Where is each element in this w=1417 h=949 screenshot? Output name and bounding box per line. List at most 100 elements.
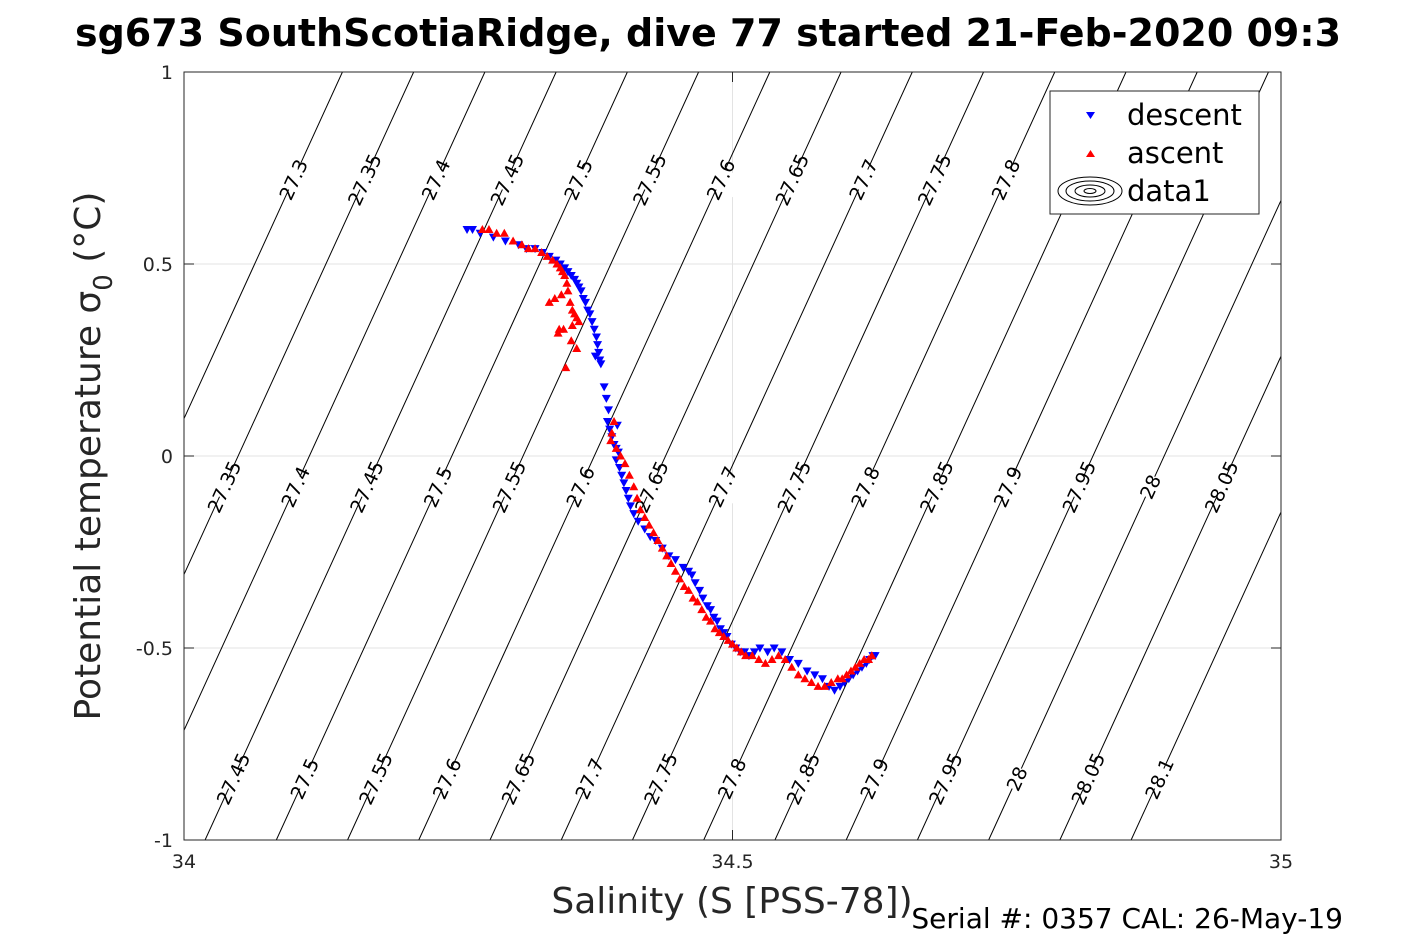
data-point-ascent — [710, 624, 720, 633]
data-point-ascent — [723, 635, 733, 644]
data-point-ascent — [806, 678, 816, 687]
contour-label-gap — [683, 154, 758, 205]
data-point-ascent — [567, 320, 577, 329]
data-point-descent — [690, 579, 700, 588]
data-point-ascent — [701, 612, 711, 621]
x-axis-label: Salinity (S [PSS-78]) — [551, 881, 912, 922]
legend[interactable]: descent ascent data1 — [1049, 90, 1260, 215]
legend-label: descent — [1127, 98, 1242, 132]
contour-label-gap — [267, 753, 342, 804]
chart-title: sg673 SouthScotiaRidge, dive 77 started … — [75, 11, 1341, 55]
isopycnal-line — [184, 72, 343, 420]
contour-label-gap — [1050, 753, 1126, 804]
contour-label-gap — [756, 461, 832, 512]
data-point-ascent — [649, 528, 659, 537]
data-point-descent — [629, 510, 639, 519]
data-point-ascent — [666, 559, 676, 568]
contour-label-gap — [970, 461, 1045, 512]
contour-ellipses-icon — [1057, 176, 1123, 206]
data-point-ascent — [688, 593, 698, 602]
data-point-descent — [695, 586, 705, 595]
data-point-ascent — [565, 297, 575, 306]
data-point-ascent — [653, 535, 663, 544]
data-point-ascent — [662, 551, 672, 560]
data-point-descent — [581, 298, 591, 307]
contour-label-gap — [827, 461, 903, 512]
data-point-descent — [633, 517, 643, 526]
data-point-ascent — [719, 631, 729, 640]
data-point-ascent — [556, 290, 566, 299]
data-point-ascent — [670, 566, 680, 575]
series-ascent — [477, 224, 877, 690]
data-point-ascent — [635, 505, 645, 514]
y-axis-label-main: Potential temperature σ — [68, 291, 109, 721]
data-point-descent — [589, 325, 599, 334]
isopycnal-line — [703, 72, 1056, 840]
data-point-ascent — [562, 278, 572, 287]
data-point-ascent — [760, 658, 770, 667]
data-point-ascent — [572, 343, 582, 352]
contour-label-gap — [623, 753, 698, 804]
data-point-descent — [587, 318, 597, 327]
contour-label-gap — [255, 154, 331, 205]
contour-label-gap — [258, 461, 333, 512]
data-point-ascent — [813, 681, 823, 690]
data-point-descent — [777, 648, 787, 657]
data-point-ascent — [692, 597, 702, 606]
y-tick-label: 0.5 — [143, 254, 173, 276]
data-point-ascent — [550, 294, 560, 303]
data-point-ascent — [566, 336, 576, 345]
data-point-ascent — [640, 512, 650, 521]
contour-label-gap — [1121, 753, 1197, 804]
data-point-ascent — [697, 605, 707, 614]
grid-lines — [184, 72, 1281, 840]
contour-label-gap — [968, 154, 1043, 205]
legend-box — [1049, 90, 1260, 215]
isopycnal-line — [1059, 355, 1281, 840]
isopycnal-line — [347, 72, 700, 840]
data-point-descent — [576, 287, 586, 296]
triangle-down-marker-icon — [1086, 112, 1095, 119]
data-point-ascent — [616, 451, 626, 460]
y-axis-label: Potential temperature σ0 (°C) — [68, 192, 119, 721]
isopycnal-line — [204, 72, 557, 840]
legend-label: data1 — [1127, 174, 1211, 208]
data-point-ascent — [537, 247, 547, 256]
contour-label-gap — [400, 461, 476, 512]
isopycnal-line — [1130, 510, 1281, 840]
contour-label-gap — [908, 753, 983, 804]
data-point-descent — [623, 494, 633, 503]
x-tick-label: 34 — [172, 851, 196, 873]
data-point-descent — [601, 394, 611, 403]
data-point-ascent — [606, 436, 616, 445]
contour-label-gap — [540, 154, 616, 205]
x-tick-label: 35 — [1269, 851, 1293, 873]
isopycnal-line — [632, 72, 984, 840]
contour-label-gap — [195, 753, 271, 804]
data-point-ascent — [684, 585, 694, 594]
data-point-ascent — [609, 416, 619, 425]
data-points — [462, 224, 880, 695]
data-point-ascent — [553, 328, 563, 337]
data-point-ascent — [793, 670, 803, 679]
data-point-descent — [468, 225, 478, 234]
contour-label-gap — [836, 753, 912, 804]
isopycnal-line — [418, 72, 771, 840]
y-tick-label: 1 — [161, 62, 173, 84]
data-point-descent — [835, 682, 845, 691]
data-point-descent — [678, 563, 688, 572]
data-point-descent — [769, 644, 779, 653]
data-point-ascent — [492, 228, 502, 237]
data-point-descent — [599, 383, 609, 392]
data-point-descent — [706, 606, 716, 615]
data-point-ascent — [560, 271, 570, 280]
data-point-descent — [605, 425, 615, 434]
contour-label-gap — [552, 753, 627, 804]
contour-label-gap — [469, 154, 545, 205]
data-point-ascent — [800, 674, 810, 683]
data-point-ascent — [644, 520, 654, 529]
data-point-descent — [830, 686, 840, 695]
data-point-ascent — [867, 651, 877, 660]
contour-label-gap — [471, 461, 547, 512]
